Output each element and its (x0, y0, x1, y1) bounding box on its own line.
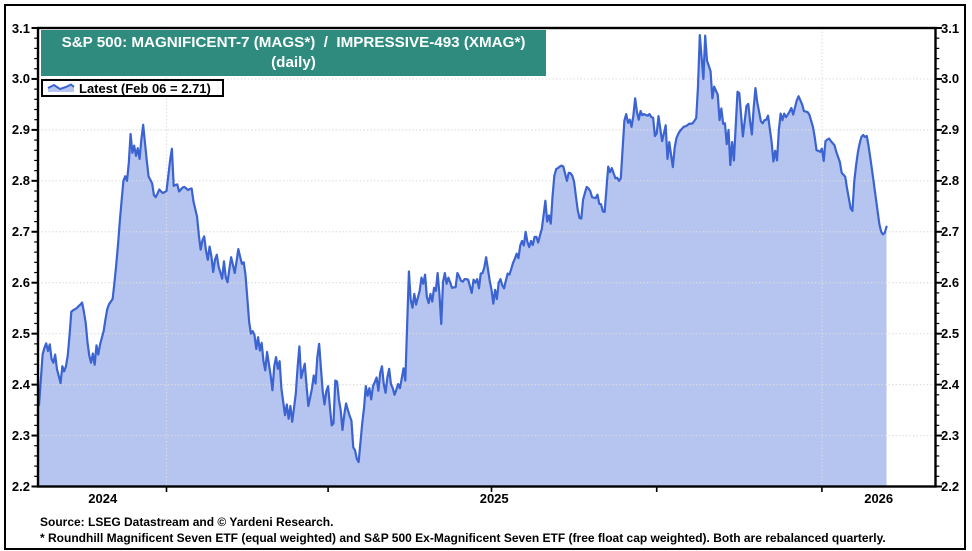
footnote: * Roundhill Magnificent Seven ETF (equal… (40, 531, 886, 545)
legend-icon-line (47, 83, 75, 91)
y-axis-label-right-3.0: 3.0 (941, 71, 960, 87)
y-axis-label-right-2.3: 2.3 (941, 428, 960, 444)
y-axis-label-right-3.1: 3.1 (941, 20, 960, 36)
legend-label: Latest (Feb 06 = 2.71) (79, 80, 211, 96)
y-axis-label-left-2.6: 2.6 (11, 275, 30, 291)
y-axis-label-left-2.7: 2.7 (11, 224, 30, 240)
chart-title: S&P 500: MAGNIFICENT-7 (MAGS*) / IMPRESS… (61, 33, 526, 51)
y-axis-label-left-3.1: 3.1 (11, 20, 30, 36)
legend-box: Latest (Feb 06 = 2.71) (41, 79, 224, 97)
area-line-icon (47, 83, 75, 92)
y-axis-label-left-2.3: 2.3 (11, 428, 30, 444)
y-axis-label-right-2.4: 2.4 (941, 377, 960, 393)
y-axis-label-right-2.7: 2.7 (941, 224, 960, 240)
y-axis-label-left-2.8: 2.8 (11, 173, 30, 189)
y-axis-label-right-2.9: 2.9 (941, 122, 960, 138)
y-axis-label-right-2.8: 2.8 (941, 173, 960, 189)
y-axis-label-right-2.6: 2.6 (941, 275, 960, 291)
source-attribution: Source: LSEG Datastream and © Yardeni Re… (40, 514, 334, 529)
chart-title-bar: S&P 500: MAGNIFICENT-7 (MAGS*) / IMPRESS… (41, 30, 546, 76)
ratio-line (37, 34, 888, 464)
y-axis-label-left-2.4: 2.4 (11, 377, 30, 393)
x-axis-label-2024: 2024 (88, 491, 118, 506)
chart-subtitle: (daily) (271, 54, 316, 71)
y-axis-label-left-2.2: 2.2 (11, 479, 30, 494)
plot-frame (36, 26, 937, 488)
x-axis-label-2025: 2025 (479, 491, 509, 506)
y-axis-label-left-3.0: 3.0 (11, 71, 30, 87)
y-axis-label-left-2.9: 2.9 (11, 122, 30, 138)
y-axis-label-right-2.5: 2.5 (941, 326, 960, 342)
x-axis-label-2026: 2026 (864, 491, 894, 506)
image-border (4, 3, 966, 550)
y-axis-label-left-2.5: 2.5 (11, 326, 30, 342)
y-axis-label-right-2.2: 2.2 (941, 479, 960, 494)
gridlines (38, 28, 936, 487)
